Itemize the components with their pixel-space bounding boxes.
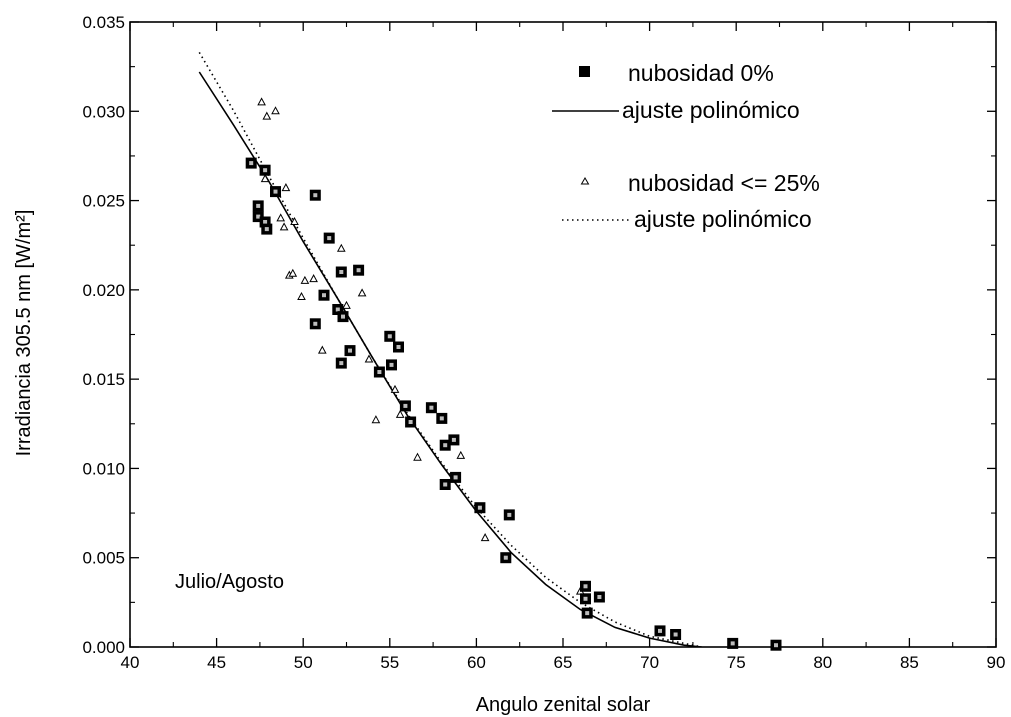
data-point-square-center (263, 168, 268, 173)
data-point-square-center (256, 203, 261, 208)
series-line-solid-fit (198, 71, 702, 647)
data-point-square-center (403, 403, 408, 408)
data-point-square-center (335, 307, 340, 312)
data-point-square-center (339, 270, 344, 274)
x-tick-label: 80 (813, 653, 832, 672)
data-point-triangle (288, 268, 298, 277)
data-point-square-center (377, 370, 382, 374)
y-tick-label: 0.035 (82, 13, 125, 32)
data-point-triangle (309, 274, 318, 283)
data-point-square-center (585, 611, 590, 616)
data-point-triangle (271, 106, 280, 115)
data-point-square-center (327, 236, 332, 241)
data-point-square-center (503, 555, 508, 560)
data-point-square-center (273, 189, 278, 194)
legend-marker-triangle (580, 177, 590, 185)
data-point-square-center (313, 321, 318, 326)
data-point-square-center (583, 584, 588, 589)
data-point-square-center (339, 361, 344, 366)
data-point-square-center (451, 437, 456, 442)
y-tick-label: 0.010 (82, 459, 125, 478)
data-point-triangle (480, 533, 490, 542)
x-tick-label: 70 (640, 653, 659, 672)
x-tick-label: 65 (554, 653, 573, 672)
legend-label-nubosidad-0: nubosidad 0% (628, 60, 774, 86)
data-point-triangle (281, 183, 291, 192)
data-point-square-center (453, 475, 458, 480)
data-point-square-center (348, 348, 352, 353)
data-point-triangle (279, 222, 289, 231)
y-tick-label: 0.005 (82, 549, 125, 568)
data-point-triangle (342, 300, 351, 309)
data-point-square-center (439, 416, 444, 421)
data-point-triangle (371, 415, 381, 424)
data-point-square-center (264, 227, 269, 232)
data-point-square-center (658, 628, 662, 633)
x-tick-label: 55 (380, 653, 399, 672)
data-point-square-center (673, 632, 678, 637)
data-point-square-center (341, 314, 345, 319)
data-point-square-center (389, 362, 394, 367)
x-tick-label: 90 (987, 653, 1006, 672)
data-point-triangle (290, 216, 299, 225)
x-tick-label: 40 (121, 653, 140, 672)
y-axis-title: Irradiancia 305.5 nm [W/m²] (13, 210, 35, 457)
y-tick-label: 0.020 (82, 281, 125, 300)
data-point-triangle (300, 275, 310, 284)
legend-marker-square (579, 66, 590, 77)
data-point-square-center (507, 512, 512, 517)
x-tick-label: 45 (207, 653, 226, 672)
legend-label-ajuste-dotted: ajuste polinómico (634, 206, 812, 232)
data-point-square-center (597, 595, 602, 599)
y-tick-label: 0.000 (82, 638, 125, 657)
data-point-square-center (256, 214, 261, 219)
data-point-triangle (395, 409, 405, 418)
data-point-square-center (429, 405, 434, 410)
data-point-triangle (456, 450, 466, 459)
y-tick-label: 0.030 (82, 102, 125, 121)
x-axis-title: Angulo zenital solar (476, 694, 651, 716)
data-point-square-center (356, 268, 361, 273)
data-point-square-center (583, 596, 588, 601)
tick-marks (129, 21, 997, 648)
data-point-square-center (774, 643, 778, 648)
y-tick-label: 0.015 (82, 370, 125, 389)
data-point-triangle (260, 174, 270, 183)
data-point-triangle (390, 384, 400, 393)
data-point-triangle (413, 452, 422, 461)
series-layer (198, 51, 782, 651)
legend-label-ajuste-solid: ajuste polinómico (622, 97, 800, 123)
data-point-triangle (364, 354, 374, 363)
annotation-julio-agosto: Julio/Agosto (175, 571, 284, 593)
data-point-triangle (257, 97, 266, 106)
legend-label-nubosidad-25: nubosidad <= 25% (628, 170, 820, 196)
data-point-square-center (443, 443, 448, 448)
data-point-triangle (262, 111, 272, 120)
data-point-square-center (322, 293, 326, 298)
data-point-triangle (357, 288, 367, 297)
data-point-triangle (336, 243, 346, 252)
x-tick-label: 60 (467, 653, 486, 672)
x-tick-label: 75 (727, 653, 746, 672)
data-point-square-center (263, 220, 268, 224)
data-point-triangle (317, 345, 327, 354)
tick-labels: 40 45 50 55 60 65 70 75 80 85 90 0.000 0.005 0.010 0.0… (82, 13, 1005, 672)
x-tick-label: 85 (900, 653, 919, 672)
data-point-square-center (443, 482, 448, 487)
data-point-square-center (313, 193, 318, 198)
data-point-triangle (276, 213, 286, 222)
series-line-dotted-fit (198, 51, 702, 647)
legend: nubosidad 0% ajuste polinómico nubosidad… (552, 60, 820, 232)
y-tick-label: 0.025 (82, 192, 125, 211)
data-point-triangle (297, 291, 306, 300)
x-tick-label: 50 (294, 653, 313, 672)
data-point-square-center (477, 505, 482, 510)
data-point-square-center (396, 345, 401, 349)
data-point-square-center (408, 420, 413, 424)
data-point-square-center (730, 641, 735, 646)
data-point-square-center (387, 334, 392, 339)
data-point-square-center (249, 161, 254, 166)
